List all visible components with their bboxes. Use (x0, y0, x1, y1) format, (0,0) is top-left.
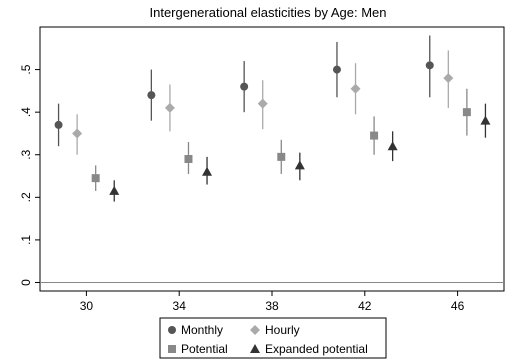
hourly-point (443, 73, 454, 84)
x-tick-label: 38 (265, 299, 279, 313)
potential-point (184, 155, 193, 163)
expanded-potential-point (109, 185, 120, 195)
potential-point (91, 174, 100, 183)
y-tick-label: .3 (19, 149, 33, 159)
potential-point (462, 108, 471, 117)
y-tick-label: .2 (19, 192, 33, 202)
x-tick-label: 30 (80, 299, 94, 313)
hourly-point (257, 98, 268, 109)
monthly-point (147, 91, 156, 100)
expanded-potential-point (480, 115, 491, 125)
y-tick-label: 0 (19, 279, 33, 286)
expanded-potential-point (387, 141, 398, 151)
monthly-point (332, 65, 341, 74)
y-tick-label: .1 (19, 235, 33, 245)
legend-hourly-label: Hourly (265, 323, 300, 337)
y-tick-label: .5 (19, 64, 33, 74)
legend-expanded-potential-swatch (250, 344, 260, 353)
legend-monthly-label: Monthly (181, 323, 223, 337)
hourly-point (72, 128, 83, 139)
legend: Monthly Hourly Potential Expanded potential (159, 317, 387, 359)
y-axis: 0 .1 .2 .3 .4 .5 (19, 64, 40, 286)
hourly-point (350, 83, 361, 94)
expanded-potential-point (294, 160, 305, 170)
x-tick-label: 46 (451, 299, 465, 313)
legend-hourly-swatch (250, 325, 260, 335)
legend-box (159, 317, 387, 359)
potential-point (370, 131, 379, 140)
monthly-point (240, 82, 249, 91)
data-marks (54, 35, 491, 202)
y-tick-label: .4 (19, 107, 33, 117)
legend-potential-label: Potential (181, 342, 228, 356)
legend-expanded-potential-label: Expanded potential (265, 342, 368, 356)
x-tick-label: 34 (173, 299, 187, 313)
x-axis: 30 34 38 42 46 (80, 291, 465, 313)
potential-point (277, 152, 286, 161)
chart-title: Intergenerational elasticities by Age: M… (149, 5, 386, 20)
monthly-point (425, 61, 434, 70)
monthly-point (54, 120, 63, 129)
legend-potential-swatch (168, 345, 176, 353)
expanded-potential-point (202, 166, 213, 176)
legend-monthly-swatch (168, 326, 176, 334)
plot-area (39, 26, 505, 292)
hourly-point (164, 102, 175, 113)
x-tick-label: 42 (358, 299, 372, 313)
